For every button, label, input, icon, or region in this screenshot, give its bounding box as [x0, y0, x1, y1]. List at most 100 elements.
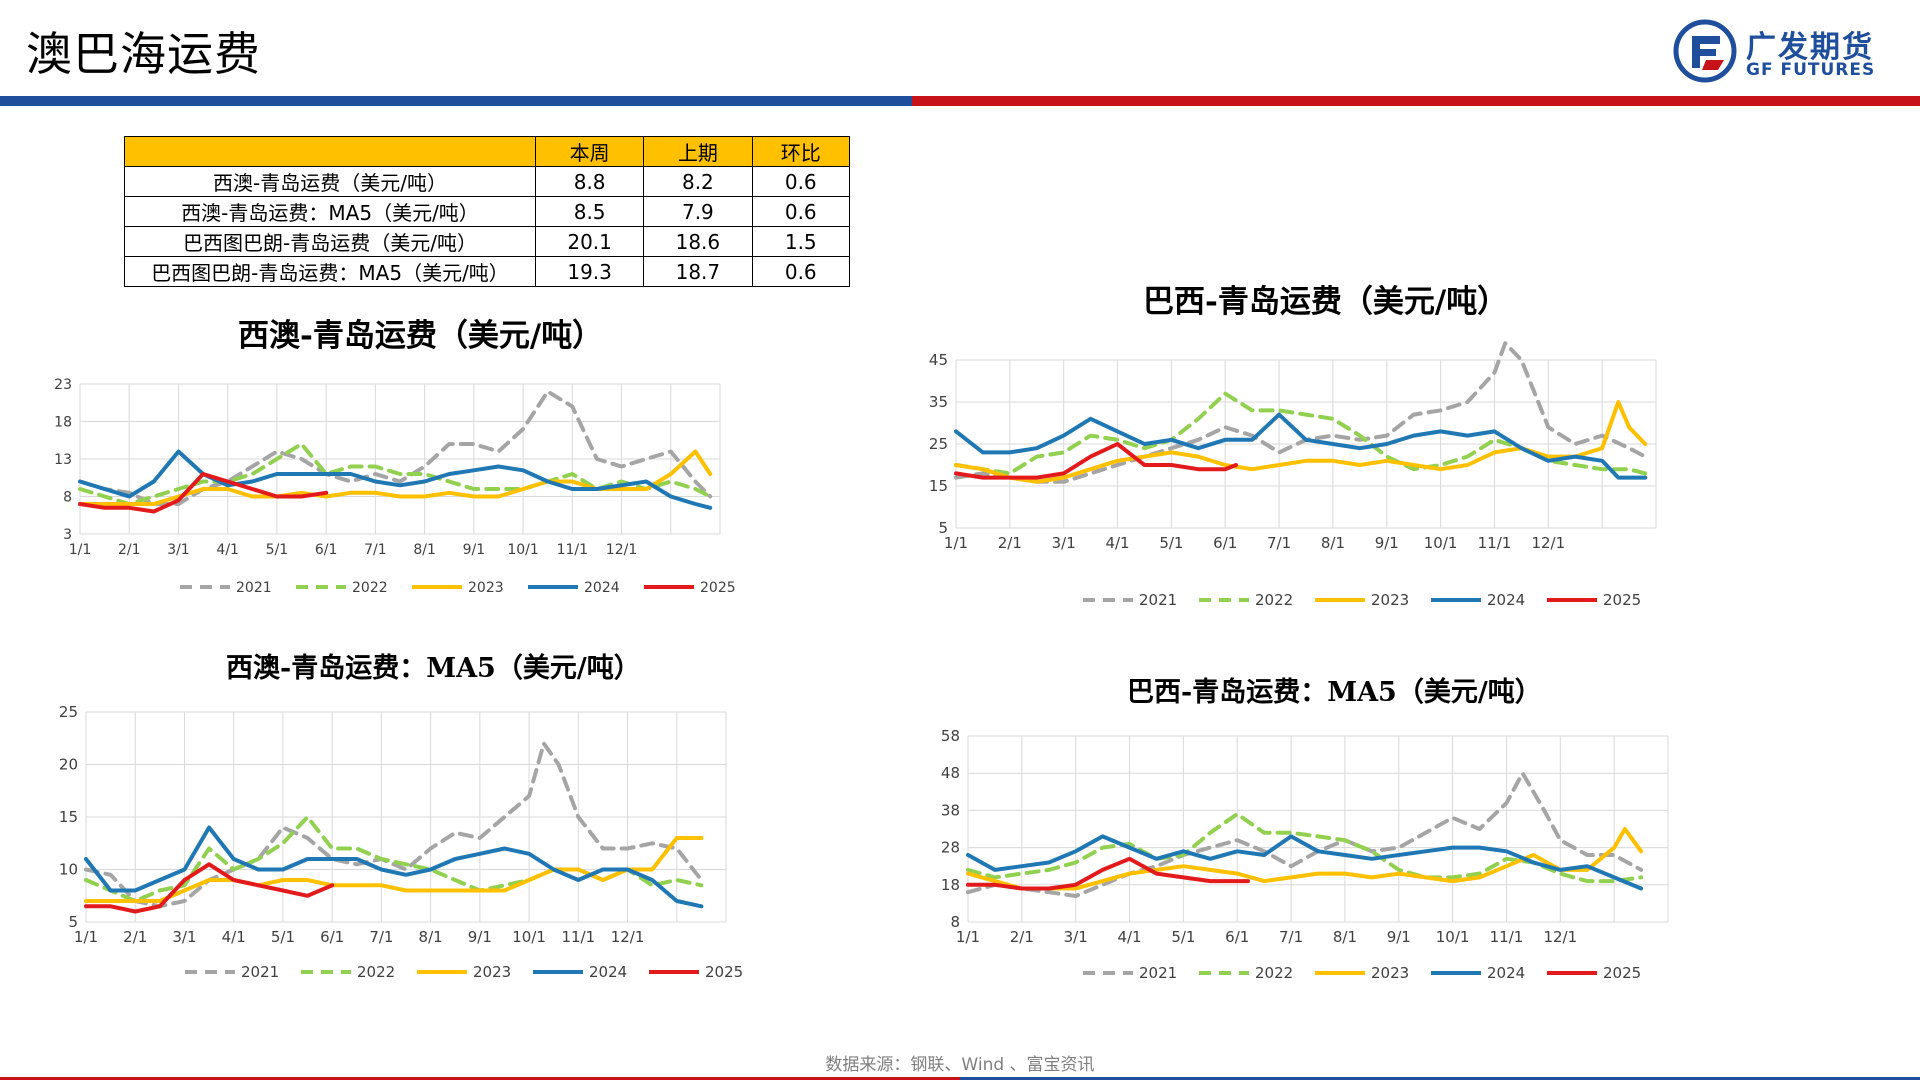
x-tick-label: 1/1	[74, 928, 98, 946]
x-tick-label: 12/1	[611, 928, 645, 946]
x-tick-label: 12/1	[606, 542, 637, 558]
y-tick-label: 15	[929, 477, 948, 495]
series-line-2021	[84, 741, 704, 909]
y-tick-label: 23	[54, 377, 72, 393]
x-tick-label: 2/1	[118, 542, 141, 558]
x-tick-label: 2/1	[123, 928, 147, 946]
logo-mark-icon	[1673, 19, 1737, 83]
x-tick-label: 3/1	[1064, 928, 1088, 946]
y-tick-label: 5	[68, 913, 78, 931]
x-tick-label: 3/1	[172, 928, 196, 946]
x-tick-label: 9/1	[463, 542, 486, 558]
table-cell: 0.6	[751, 196, 850, 227]
x-tick-label: 8/1	[1333, 928, 1357, 946]
chart-title-br-ma5: 巴西-青岛运费：MA5（美元/吨）	[1127, 677, 1542, 708]
x-tick-label: 11/1	[561, 928, 595, 946]
footer-bar-blue	[960, 1077, 1920, 1080]
table-row: 西澳-青岛运费：MA5（美元/吨） 8.5 7.9 0.6	[124, 196, 850, 227]
x-tick-label: 7/1	[1279, 928, 1303, 946]
legend-label-2022: 2022	[357, 963, 395, 981]
x-tick-label: 7/1	[369, 928, 393, 946]
series-line-2025	[84, 862, 335, 914]
table-cell: 8.2	[643, 166, 753, 197]
table-header-change: 环比	[751, 136, 850, 167]
legend-label-2023: 2023	[473, 963, 511, 981]
series-line-2025	[954, 442, 1238, 480]
table-header-this-week: 本周	[534, 136, 645, 167]
series-line-2023	[966, 827, 1644, 891]
logo-cn-text: 广发期货	[1746, 30, 1874, 65]
y-tick-label: 10	[59, 861, 78, 879]
x-tick-label: 3/1	[167, 542, 190, 558]
company-logo: 广发期货 GF FUTURES	[1672, 18, 1902, 84]
y-tick-label: 28	[941, 839, 960, 857]
table-cell: 20.1	[534, 226, 645, 257]
y-tick-label: 25	[929, 435, 948, 453]
table-cell: 7.9	[643, 196, 753, 227]
x-tick-label: 2/1	[1010, 928, 1034, 946]
y-tick-label: 3	[63, 527, 72, 543]
x-tick-label: 11/1	[1478, 534, 1512, 552]
data-source-note: 数据来源：钢联、Wind 、富宝资讯	[825, 1055, 1095, 1075]
x-tick-label: 7/1	[364, 542, 387, 558]
legend-label-2022: 2022	[1255, 591, 1293, 609]
series-line-2024	[84, 825, 704, 909]
y-tick-label: 18	[941, 876, 960, 894]
x-tick-label: 5/1	[271, 928, 295, 946]
table-cell: 8.5	[534, 196, 645, 227]
x-tick-label: 3/1	[1052, 534, 1076, 552]
table-cell-label: 巴西图巴朗-青岛运费：MA5（美元/吨）	[124, 256, 536, 287]
header-bar-red	[912, 96, 1920, 106]
legend-label-2022: 2022	[352, 580, 388, 596]
page-title: 澳巴海运费	[26, 27, 261, 81]
y-tick-label: 58	[941, 727, 960, 745]
y-tick-label: 8	[63, 490, 72, 506]
x-tick-label: 9/1	[1375, 534, 1399, 552]
x-tick-label: 4/1	[1117, 928, 1141, 946]
series-line-2025	[78, 472, 329, 514]
summary-table: 本周 上期 环比 西澳-青岛运费（美元/吨） 8.8 8.2 0.6 西澳-青岛…	[124, 136, 850, 287]
legend-label-2024: 2024	[589, 963, 627, 981]
y-tick-label: 48	[941, 764, 960, 782]
x-tick-label: 6/1	[320, 928, 344, 946]
x-tick-label: 2/1	[998, 534, 1022, 552]
table-cell: 1.5	[751, 226, 850, 257]
x-tick-label: 1/1	[69, 542, 92, 558]
x-tick-label: 10/1	[1436, 928, 1470, 946]
series-line-2023	[954, 400, 1648, 484]
legend-label-2023: 2023	[468, 580, 504, 596]
x-tick-label: 5/1	[1171, 928, 1195, 946]
x-tick-label: 7/1	[1267, 534, 1291, 552]
table-row: 西澳-青岛运费（美元/吨） 8.8 8.2 0.6	[124, 166, 850, 197]
x-tick-label: 4/1	[222, 928, 246, 946]
table-cell: 18.7	[643, 256, 753, 287]
series-line-2024	[78, 449, 713, 510]
y-tick-label: 8	[950, 913, 960, 931]
x-tick-label: 8/1	[1321, 534, 1345, 552]
header-bar-blue	[0, 96, 912, 106]
x-tick-label: 9/1	[468, 928, 492, 946]
x-tick-label: 5/1	[1159, 534, 1183, 552]
table-row: 巴西图巴朗-青岛运费（美元/吨） 20.1 18.6 1.5	[124, 226, 850, 257]
series-line-2024	[966, 834, 1644, 891]
table-header-blank	[124, 136, 536, 167]
x-tick-label: 8/1	[413, 542, 436, 558]
x-tick-label: 1/1	[956, 928, 980, 946]
legend-label-2021: 2021	[241, 963, 279, 981]
legend-label-2022: 2022	[1255, 964, 1293, 982]
y-tick-label: 25	[59, 703, 78, 721]
y-tick-label: 35	[929, 393, 948, 411]
chart-title-br: 巴西-青岛运费（美元/吨）	[1143, 284, 1509, 320]
legend-label-2021: 2021	[1139, 964, 1177, 982]
y-tick-label: 15	[59, 808, 78, 826]
x-tick-label: 6/1	[1225, 928, 1249, 946]
legend-label-2023: 2023	[1371, 964, 1409, 982]
x-tick-label: 10/1	[512, 928, 546, 946]
x-tick-label: 11/1	[1490, 928, 1524, 946]
legend-label-2024: 2024	[1487, 964, 1525, 982]
x-tick-label: 1/1	[944, 534, 968, 552]
x-tick-label: 6/1	[1213, 534, 1237, 552]
x-tick-label: 6/1	[315, 542, 338, 558]
table-cell: 0.6	[751, 256, 850, 287]
